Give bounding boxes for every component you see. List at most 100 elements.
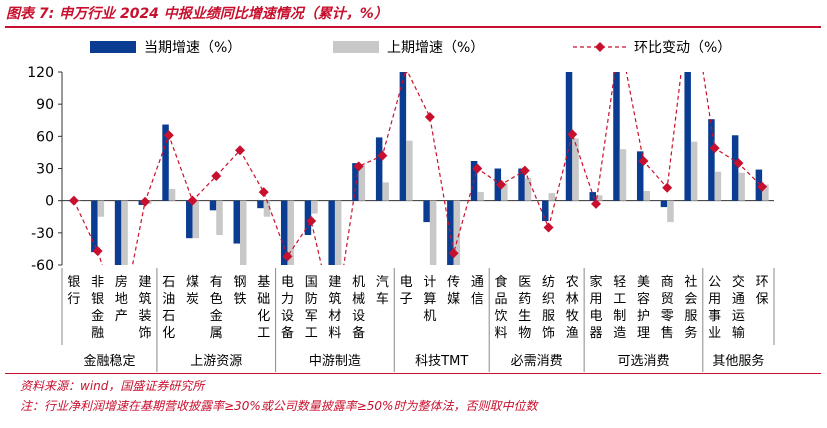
x-tick-label: 电子	[400, 275, 413, 307]
bar-current	[91, 200, 98, 253]
bar-current	[447, 200, 454, 265]
qoq-marker	[163, 130, 174, 141]
bar-previous	[168, 188, 176, 201]
bar-previous	[216, 200, 223, 235]
bar-current	[708, 119, 715, 201]
x-tick-label: 商贸零售	[661, 275, 674, 341]
bar-previous	[762, 184, 769, 201]
bar-previous	[453, 200, 461, 265]
bar-current	[328, 200, 335, 265]
bar-previous	[263, 200, 271, 217]
bar-current	[209, 200, 217, 211]
bar-previous	[429, 200, 437, 265]
chart: -60 -30 0 30 60 90 120 银行非银金融房地产建筑装饰石油石化煤炭有色金属…	[27, 33, 775, 372]
bar-previous	[738, 172, 745, 201]
bar-previous	[524, 178, 532, 201]
qoq-marker	[496, 179, 507, 190]
qoq-marker	[235, 145, 245, 156]
x-tick-label: 社会服务	[684, 274, 697, 341]
bar-current	[375, 137, 383, 201]
qoq-marker	[519, 165, 530, 176]
bar-current	[589, 192, 596, 201]
x-tick-label: 建筑装饰	[139, 275, 152, 341]
qoq-marker	[404, 72, 408, 74]
bar-current	[162, 124, 169, 201]
bar-current	[186, 200, 193, 239]
bar-previous	[287, 200, 294, 265]
bar-current	[565, 72, 573, 201]
qoq-marker	[709, 143, 720, 154]
x-tick-label: 计算机	[423, 275, 436, 324]
qoq-marker	[543, 222, 554, 233]
group-label: 中游制造	[309, 354, 361, 369]
group-label: 可选消费	[617, 354, 669, 369]
x-tick-label: 环保	[756, 275, 769, 307]
qoq-marker	[662, 182, 673, 193]
legend-swatch-previous	[333, 41, 379, 53]
bar-current	[304, 200, 312, 235]
footer-rule	[5, 373, 821, 374]
qoq-marker	[211, 171, 222, 182]
bar-current	[280, 200, 288, 265]
bar-current	[542, 200, 549, 222]
x-tick-label: 电力设备	[281, 275, 294, 341]
x-tick-label: 交通运输	[732, 274, 745, 341]
bar-current	[684, 72, 691, 201]
bar-current	[399, 72, 407, 201]
y-tick-label: 60	[36, 129, 54, 145]
qoq-marker	[615, 33, 625, 43]
bar-current	[636, 151, 644, 201]
y-tick-label: -60	[31, 258, 54, 274]
y-axis: -60 -30 0 30 60 90 120	[27, 65, 63, 274]
qoq-marker	[187, 195, 198, 206]
qoq-marker	[306, 216, 317, 227]
group-label: 其他服务	[712, 353, 764, 369]
qoq-marker	[733, 158, 744, 169]
bar-previous	[548, 193, 556, 201]
legend: 当期增速（%） 上期增速（%） 环比变动（%）	[90, 40, 731, 56]
x-tick-label: 汽车	[376, 275, 389, 307]
x-tick-label: 美容护理	[637, 275, 650, 341]
x-tick-label: 石油石化	[162, 275, 175, 341]
qoq-marker	[472, 163, 483, 174]
qoq-marker	[258, 187, 269, 198]
qoq-marker	[638, 155, 649, 166]
bar-previous	[714, 171, 722, 201]
bar-previous	[121, 200, 128, 265]
legend-marker-qoq	[595, 42, 605, 52]
bar-previous	[240, 200, 247, 265]
bar-current	[660, 200, 668, 208]
y-tick-label: 120	[27, 65, 54, 81]
bar-current	[257, 200, 264, 209]
x-tick-label: 钢铁	[233, 275, 246, 307]
legend-label-current: 当期增速（%）	[144, 40, 241, 56]
group-label: 上游资源	[190, 354, 242, 369]
bar-previous	[311, 200, 318, 214]
legend-swatch-current	[90, 41, 136, 53]
title-rule	[5, 26, 821, 28]
bar-previous	[690, 141, 698, 201]
group-label: 必需消费	[511, 354, 563, 369]
bar-previous	[667, 200, 674, 223]
figure-title: 图表 7: 申万行业 2024 中报业绩同比增速情况（累计，%）	[6, 6, 388, 22]
y-tick-label: 0	[45, 194, 54, 210]
bar-previous	[192, 200, 200, 239]
x-tick-label: 纺织服饰	[542, 275, 555, 341]
qoq-marker	[757, 181, 768, 192]
bar-previous	[382, 182, 389, 201]
bar-previous	[596, 195, 603, 201]
qoq-marker	[424, 112, 435, 123]
bar-current	[352, 163, 359, 201]
y-tick-label: 90	[36, 97, 54, 113]
qoq-marker	[68, 195, 79, 206]
x-tick-label: 基础化工	[257, 275, 270, 341]
qoq-marker	[377, 150, 388, 161]
qoq-marker	[591, 198, 601, 209]
x-tick-label: 传媒	[447, 275, 460, 307]
bar-current	[518, 168, 525, 201]
x-tick-label: 食品饮料	[495, 274, 508, 341]
x-tick-label: 医药生物	[518, 275, 531, 341]
footnote: 注：行业净利润增速在基期营收披露率≥30%或公司数量披露率≥50%时为整体法，否…	[20, 399, 538, 413]
bar-previous	[643, 191, 650, 201]
x-tick-label: 银行	[67, 275, 80, 307]
